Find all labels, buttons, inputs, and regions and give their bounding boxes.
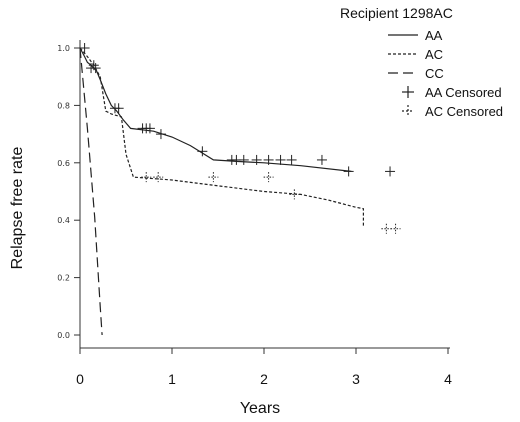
aa-censor-marker <box>275 154 286 165</box>
legend-swatch-aa-censored <box>402 86 414 98</box>
aa-censor-marker <box>155 129 166 140</box>
series-line-ac <box>79 47 364 226</box>
aa-censor-marker <box>144 123 155 134</box>
aa-censor-marker <box>263 154 274 165</box>
x-tick-label: 0 <box>76 371 84 387</box>
aa-censor-marker <box>197 146 208 157</box>
x-tick-label: 3 <box>352 371 360 387</box>
series-line-aa <box>79 47 352 172</box>
aa-censor-marker <box>343 166 354 177</box>
aa-censor-marker <box>90 63 101 74</box>
aa-censor-marker <box>316 154 327 165</box>
x-tick-label: 4 <box>444 371 452 387</box>
axes <box>79 40 450 349</box>
aa-censor-marker <box>79 43 90 53</box>
ac-censor-marker <box>381 223 392 234</box>
y-tick-label: 1.0 <box>57 44 70 53</box>
ac-censor-marker <box>141 172 152 183</box>
aa-censor-marker <box>286 154 297 165</box>
x-tick-label: 2 <box>260 371 268 387</box>
y-tick-label: 0.8 <box>57 101 70 110</box>
y-tick-label: 0.6 <box>57 159 70 168</box>
aa-censor-marker <box>385 166 396 177</box>
legend-title: Recipient 1298AC <box>340 5 453 21</box>
censor-markers <box>79 43 401 234</box>
aa-censor-marker <box>251 154 262 165</box>
x-axis-title: Years <box>240 400 280 417</box>
aa-censor-marker <box>88 60 99 71</box>
aa-censor-marker <box>113 103 124 114</box>
legend-label-ac: AC <box>425 47 443 62</box>
legend: Recipient 1298AC AA AC CC AA Censored AC… <box>340 5 503 119</box>
y-tick-label: 0.4 <box>57 216 70 225</box>
ticks: 0.0 0.2 0.4 0.6 0.8 1.0 0 1 2 3 4 <box>57 44 452 387</box>
aa-censor-marker <box>238 154 249 165</box>
series-lines <box>79 47 364 336</box>
legend-swatch-ac-censored <box>402 105 414 117</box>
legend-label-ac-censored: AC Censored <box>425 104 503 119</box>
legend-label-aa-censored: AA Censored <box>425 85 502 100</box>
series-line-cc <box>79 47 103 336</box>
legend-label-aa: AA <box>425 28 443 43</box>
x-tick-label: 1 <box>168 371 176 387</box>
ac-censor-marker <box>263 172 274 183</box>
y-axis-title: Relapse free rate <box>9 147 26 270</box>
y-tick-label: 0.0 <box>57 331 70 340</box>
y-tick-label: 0.2 <box>57 274 70 283</box>
ac-censor-marker <box>390 223 401 234</box>
ac-censor-marker <box>208 172 219 183</box>
legend-label-cc: CC <box>425 66 444 81</box>
ac-censor-marker <box>153 172 164 183</box>
